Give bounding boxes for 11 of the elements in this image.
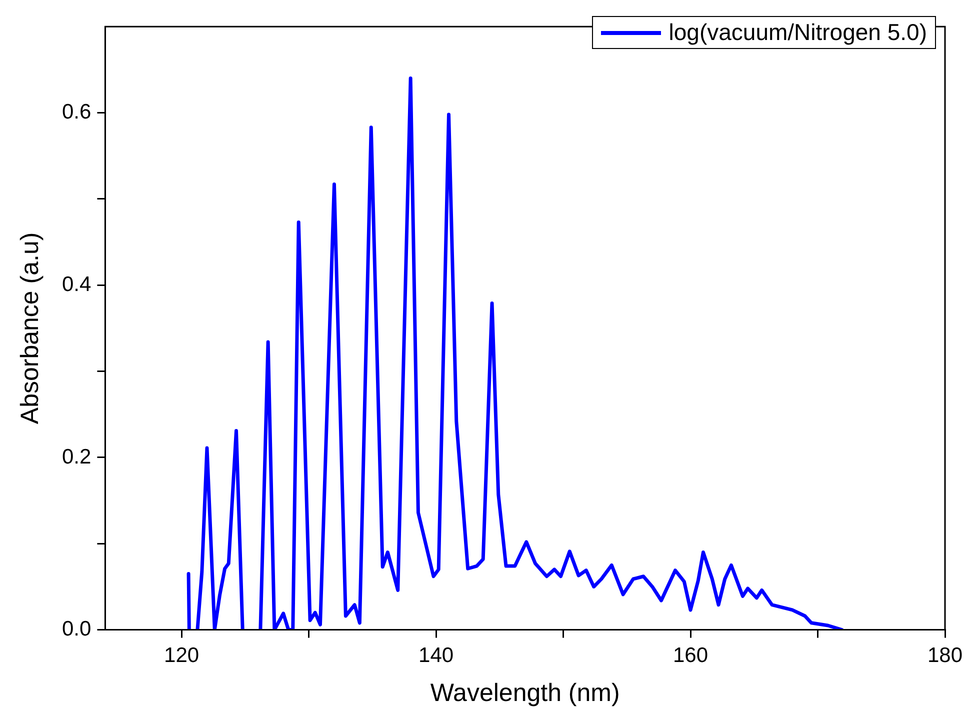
y-tick-label: 0.6	[62, 100, 92, 124]
x-tick-label: 140	[418, 644, 454, 668]
x-tick-label: 160	[672, 644, 708, 668]
x-tick-label: 120	[164, 644, 200, 668]
legend-label: log(vacuum/Nitrogen 5.0)	[668, 19, 927, 46]
y-tick-label: 0.4	[62, 272, 92, 296]
x-tick-label: 180	[927, 644, 963, 668]
y-axis-title: Absorbance (a.u)	[16, 232, 44, 424]
y-tick-label: 0.0	[62, 618, 92, 641]
y-tick-label: 0.2	[62, 445, 92, 468]
x-axis-title: Wavelength (nm)	[430, 678, 620, 707]
